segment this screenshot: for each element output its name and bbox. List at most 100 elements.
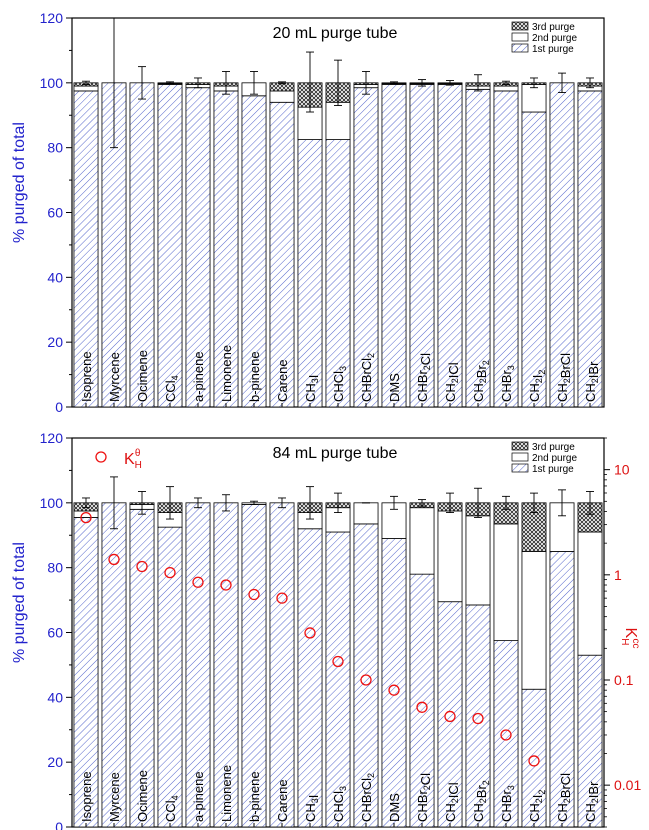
kh-point (304, 627, 316, 639)
bar-1st-purge (493, 90, 519, 408)
bar-1st-purge (269, 101, 295, 408)
category-label: a-pinene (191, 771, 206, 822)
kh-point (500, 729, 512, 741)
bar-1st-purge (381, 538, 407, 828)
bar-2nd-purge (521, 551, 547, 690)
bar-1st-purge (521, 111, 547, 408)
kh-point (472, 712, 484, 725)
legend-swatch-3rd (511, 441, 529, 451)
y-tick-label: 60 (47, 205, 63, 221)
category-label: CHBrCl2 (359, 773, 376, 822)
category-label: CH2Br2 (471, 780, 491, 822)
category-label: Limonene (219, 765, 234, 822)
y-tick-label: 20 (47, 334, 63, 350)
kh-point (360, 674, 372, 686)
category-label: CHBrCl2 (359, 353, 376, 402)
bar-1st-purge (129, 82, 155, 408)
category-label: a-pinene (191, 351, 206, 402)
y-axis-label: % purged of total (11, 122, 28, 243)
bar-1st-purge (577, 90, 603, 408)
bar-1st-purge (465, 88, 491, 408)
kh-legend-marker (95, 451, 107, 463)
bar-2nd-purge (269, 90, 295, 103)
legend-label: 2nd purge (532, 453, 577, 464)
y-tick-label: 100 (40, 495, 64, 511)
bar-2nd-purge (437, 510, 463, 603)
category-label: CH2IBr (583, 361, 601, 402)
category-label: CH2ICl (443, 362, 461, 402)
category-label: CHCl3 (331, 786, 348, 822)
chart-title: 84 mL purge tube (273, 445, 398, 462)
category-label: CH3I (303, 375, 321, 402)
y-tick-label: 120 (40, 430, 64, 446)
category-label: CH2IBr (583, 781, 601, 822)
y2-tick-label: 1 (614, 567, 622, 583)
category-label: CH2Br2 (471, 360, 491, 402)
kh-point (164, 566, 176, 579)
kh-point (108, 553, 120, 566)
y-axis-label: % purged of total (11, 542, 28, 663)
y-tick-label: 20 (47, 754, 63, 770)
category-label: Myrcene (107, 772, 122, 822)
y-tick-label: 120 (40, 10, 64, 26)
chart-title: 20 mL purge tube (273, 25, 398, 42)
category-label: CH2I2 (527, 370, 547, 402)
category-label: CHBr2Cl (415, 773, 433, 822)
bar-1st-purge (297, 528, 323, 828)
category-label: CHBr3 (499, 365, 516, 402)
bar-1st-purge (437, 601, 463, 828)
category-label: Carene (275, 779, 290, 822)
bar-2nd-purge (493, 85, 519, 92)
bar-1st-purge (549, 551, 575, 828)
bar-1st-purge (101, 502, 127, 828)
category-label: CH2BrCl (555, 353, 573, 402)
bar-1st-purge (325, 531, 351, 828)
bar-1st-purge (549, 82, 575, 408)
category-label: CHBr3 (499, 785, 516, 822)
chart-panel-1: Isoprene Myrcene Ocimene CCl4 a-pinene Limone… (11, 10, 605, 415)
category-label: Limonene (219, 345, 234, 402)
bar-1st-purge (465, 604, 491, 828)
category-label: Carene (275, 359, 290, 402)
category-label: Isoprene (79, 351, 94, 402)
legend-label: 3rd purge (532, 442, 575, 453)
category-label: Isoprene (79, 771, 94, 822)
category-label: Myrcene (107, 352, 122, 402)
bar-1st-purge (185, 87, 211, 408)
bar-1st-purge (409, 573, 435, 828)
legend-swatch-1st (511, 463, 529, 473)
bar-1st-purge (353, 87, 379, 408)
y2-tick-label: 0.01 (614, 777, 641, 793)
bar-2nd-purge (493, 523, 519, 642)
bar-2nd-purge (73, 85, 99, 92)
legend-swatch-2nd (511, 32, 529, 42)
category-label: CCl4 (163, 795, 180, 822)
category-label: b-pinene (247, 771, 262, 822)
kh-point (80, 511, 92, 524)
legend-label: 2nd purge (532, 33, 577, 44)
chart-panel-2: Isoprene Myrcene Ocimene CCl4 a-pinene Limone… (11, 430, 641, 830)
kh-point (192, 576, 204, 588)
bar-2nd-purge (577, 531, 603, 656)
y-tick-label: 80 (47, 560, 63, 576)
y-tick-label: 60 (47, 625, 63, 641)
bar-1st-purge (157, 84, 183, 408)
bar-1st-purge (213, 90, 239, 408)
y2-tick-label: 0.1 (614, 672, 634, 688)
bar-1st-purge (437, 84, 463, 408)
category-label: CCl4 (163, 375, 180, 402)
y-tick-label: 0 (55, 819, 63, 830)
bar-2nd-purge (465, 515, 491, 606)
category-label: Ocimene (135, 770, 150, 822)
bar-2nd-purge (353, 502, 379, 525)
category-label: CH3I (303, 795, 321, 822)
bar-1st-purge (381, 84, 407, 408)
y2-tick-label: 10 (614, 462, 630, 478)
bar-1st-purge (269, 502, 295, 828)
kh-point (528, 755, 540, 767)
bar-2nd-purge (521, 84, 547, 113)
legend-swatch-1st (511, 43, 529, 53)
